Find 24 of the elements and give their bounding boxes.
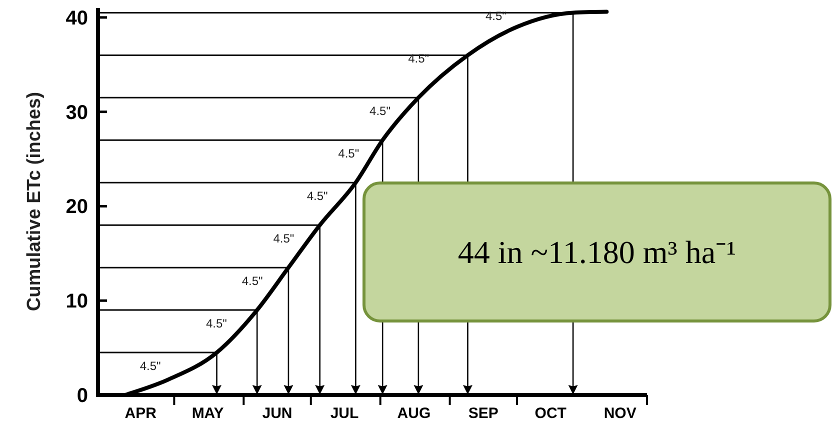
x-tick-label: JUN: [262, 405, 292, 422]
annotation: 4.5": [140, 358, 161, 373]
x-tick-label: OCT: [534, 405, 566, 422]
y-tick-label: 0: [76, 385, 88, 407]
x-tick-label: APR: [124, 405, 157, 422]
annotation: 4.5": [408, 51, 430, 66]
annotation: 4.5": [370, 104, 391, 118]
y-tick-label: 20: [66, 196, 88, 218]
x-tick-label: SEP: [468, 405, 498, 422]
annotation: 4.5": [206, 316, 227, 330]
x-tick-label: NOV: [604, 405, 636, 422]
x-tick-label: AUG: [397, 405, 431, 422]
annotation: 4.5": [273, 231, 294, 246]
y-tick-label: 10: [66, 290, 88, 313]
annotation: 44 in ~11.180 m³ ha⁻¹: [458, 234, 736, 270]
annotation: 4.5": [242, 274, 263, 288]
annotation: 4.5": [338, 146, 360, 160]
y-tick-label: 30: [66, 102, 88, 124]
x-tick-label: MAY: [192, 405, 224, 422]
y-tick-label: 40: [66, 7, 88, 30]
y-axis-title: Cumulative ETc (inches): [24, 92, 45, 312]
annotation: 4.5": [485, 8, 506, 23]
annotation: 4.5": [306, 188, 328, 203]
x-tick-label: JUL: [330, 405, 359, 422]
